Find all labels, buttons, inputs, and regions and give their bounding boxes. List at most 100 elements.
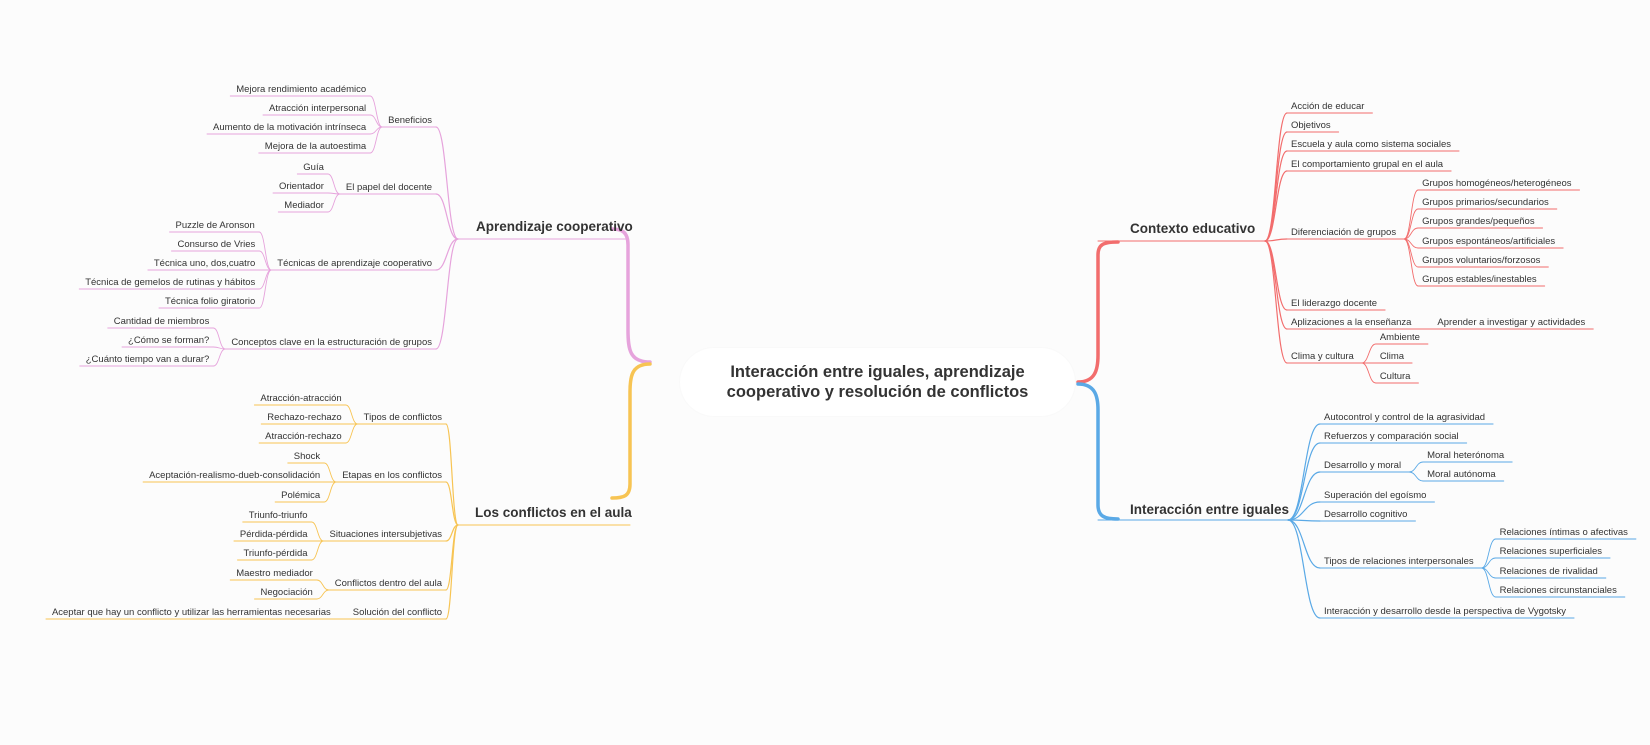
leaf-relaciones-3[interactable]: Relaciones circunstanciales: [1499, 585, 1617, 596]
leaf-etapas-2[interactable]: Polémica: [281, 490, 321, 501]
sub-comportamiento[interactable]: El comportamiento grupal en el aula: [1291, 159, 1444, 170]
trunk-contexto: [1076, 240, 1120, 384]
link-leaf-docente-2: [327, 193, 341, 213]
sub-dentro[interactable]: Conflictos dentro del aula: [334, 578, 442, 589]
link-sub-moral: [1287, 471, 1321, 521]
link-sub-refuerzos: [1287, 442, 1321, 521]
sub-beneficios[interactable]: Beneficios: [388, 115, 432, 126]
link-leaf-diferenciacion-1: [1403, 208, 1419, 240]
leaf-diferenciacion-3[interactable]: Grupos espontáneos/artificiales: [1422, 236, 1556, 247]
sub-autocontrol[interactable]: Autocontrol y control de la agrasividad: [1324, 412, 1486, 423]
leaf-relaciones-0[interactable]: Relaciones íntimas o afectivas: [1499, 527, 1628, 538]
sub-tecnicas[interactable]: Técnicas de aprendizaje cooperativo: [277, 258, 432, 269]
leaf-diferenciacion-4[interactable]: Grupos voluntarios/forzosos: [1422, 255, 1541, 266]
leaf-beneficios-1[interactable]: Atracción interpersonal: [269, 103, 367, 114]
sub-liderazgo[interactable]: El liderazgo docente: [1291, 298, 1378, 309]
leaf-relaciones-2[interactable]: Relaciones de rivalidad: [1499, 566, 1598, 577]
trunk-conflictos: [610, 362, 652, 500]
leaf-tecnicas-0[interactable]: Puzzle de Aronson: [175, 220, 255, 231]
sub-conceptos[interactable]: Conceptos clave en la estructuración de …: [231, 337, 432, 348]
leaf-conceptos-2[interactable]: ¿Cuánto tiempo van a durar?: [85, 354, 210, 365]
leaf-tecnicas-1[interactable]: Consurso de Vries: [177, 239, 256, 250]
leaf-etapas-1[interactable]: Aceptación-realismo-dueb-consolidación: [149, 470, 321, 481]
sub-objetivos[interactable]: Objetivos: [1291, 120, 1331, 131]
leaf-docente-1[interactable]: Orientador: [279, 181, 324, 192]
leaf-beneficios-2[interactable]: Aumento de la motivación intrínseca: [213, 122, 367, 133]
leaf-tecnicas-4[interactable]: Técnica folio giratorio: [164, 296, 256, 307]
leaf-beneficios-3[interactable]: Mejora de la autoestima: [264, 141, 367, 152]
sub-docente[interactable]: El papel del docente: [345, 182, 432, 193]
leaf-tipos-1[interactable]: Rechazo-rechazo: [267, 412, 342, 423]
link-leaf-diferenciacion-2: [1403, 227, 1419, 240]
leaf-moral-1[interactable]: Moral autónoma: [1427, 469, 1496, 480]
link-sub-etapas: [445, 481, 459, 526]
link-sub-diferenciacion: [1264, 238, 1288, 242]
sub-moral[interactable]: Desarrollo y moral: [1324, 460, 1402, 471]
leaf-situaciones-0[interactable]: Triunfo-triunfo: [248, 510, 308, 521]
leaf-conceptos-0[interactable]: Cantidad de miembros: [113, 316, 210, 327]
link-sub-beneficios: [435, 126, 459, 240]
leaf-beneficios-0[interactable]: Mejora rendimiento académico: [236, 84, 367, 95]
leaf-clima-0[interactable]: Ambiente: [1379, 332, 1420, 343]
sub-etapas[interactable]: Etapas en los conflictos: [342, 470, 442, 481]
leaf-docente-2[interactable]: Mediador: [284, 200, 324, 211]
branch-aprendizaje-cooperativo[interactable]: Aprendizaje cooperativo: [476, 219, 633, 234]
sub-accion[interactable]: Acción de educar: [1291, 101, 1365, 112]
link-leaf-tipos-2: [345, 423, 359, 444]
leaf-conceptos-1[interactable]: ¿Cómo se forman?: [128, 335, 210, 346]
leaf-dentro-1[interactable]: Negociación: [260, 587, 313, 598]
leaf-diferenciacion-0[interactable]: Grupos homogéneos/heterogéneos: [1422, 178, 1572, 189]
link-leaf-conceptos-2: [212, 348, 226, 367]
link-leaf-moral-0: [1408, 461, 1424, 473]
link-leaf-relaciones-1: [1481, 557, 1497, 569]
branch-conflictos-aula[interactable]: Los conflictos en el aula: [475, 505, 632, 520]
sub-clima[interactable]: Clima y cultura: [1291, 351, 1354, 362]
leaf-relaciones-1[interactable]: Relaciones superficiales: [1499, 546, 1603, 557]
link-leaf-clima-2: [1361, 362, 1377, 384]
sub-cognitivo[interactable]: Desarrollo cognitivo: [1324, 509, 1408, 520]
link-leaf-conceptos-0: [212, 327, 226, 350]
leaf-diferenciacion-5[interactable]: Grupos estables/inestables: [1422, 274, 1537, 285]
link-sub-objetivos: [1264, 131, 1288, 242]
branch-contexto-educativo[interactable]: Contexto educativo: [1130, 221, 1256, 236]
link-leaf-dentro-1: [316, 589, 330, 600]
sub-situaciones[interactable]: Situaciones intersubjetivas: [329, 529, 442, 540]
link-leaf-etapas-2: [323, 481, 337, 503]
sub-tipos[interactable]: Tipos de conflictos: [363, 412, 442, 423]
sub-solucion[interactable]: Solución del conflicto: [352, 607, 442, 618]
link-leaf-tecnicas-4: [258, 269, 272, 309]
leaf-clima-2[interactable]: Cultura: [1379, 371, 1411, 382]
leaf-aplicaciones-0[interactable]: Aprender a investigar y actividades: [1437, 317, 1586, 328]
sub-escuela[interactable]: Escuela y aula como sistema sociales: [1291, 139, 1451, 150]
leaf-situaciones-2[interactable]: Triunfo-pérdida: [243, 548, 308, 559]
sub-vygotsky[interactable]: Interacción y desarrollo desde la perspe…: [1324, 606, 1567, 617]
sub-egoismo[interactable]: Superación del egoísmo: [1324, 490, 1427, 501]
leaf-tecnicas-3[interactable]: Técnica de gemelos de rutinas y hábitos: [85, 277, 256, 288]
branch-interaccion-iguales[interactable]: Interacción entre iguales: [1130, 502, 1290, 517]
leaf-diferenciacion-2[interactable]: Grupos grandes/pequeños: [1422, 216, 1535, 227]
leaf-tipos-2[interactable]: Atracción-rechazo: [265, 431, 342, 442]
sub-diferenciacion[interactable]: Diferenciación de grupos: [1291, 227, 1397, 238]
link-leaf-beneficios-1: [369, 114, 383, 128]
leaf-diferenciacion-1[interactable]: Grupos primarios/secundarios: [1422, 197, 1549, 208]
sub-aplicaciones[interactable]: Aplizaciones a la enseñanza: [1291, 317, 1412, 328]
link-leaf-relaciones-3: [1481, 567, 1497, 598]
leaf-moral-0[interactable]: Moral heterónoma: [1427, 450, 1505, 461]
sub-refuerzos[interactable]: Refuerzos y comparación social: [1324, 431, 1459, 442]
central-topic[interactable]: Interacción entre iguales, aprendizaje c…: [680, 348, 1075, 416]
leaf-etapas-0[interactable]: Shock: [293, 451, 321, 462]
link-leaf-beneficios-3: [369, 126, 383, 154]
link-leaf-docente-0: [327, 173, 341, 195]
leaf-clima-1[interactable]: Clima: [1379, 351, 1405, 362]
sub-relaciones[interactable]: Tipos de relaciones interpersonales: [1324, 556, 1474, 567]
leaf-docente-0[interactable]: Guía: [303, 162, 324, 173]
leaf-tipos-0[interactable]: Atracción-atracción: [260, 393, 342, 404]
leaf-dentro-0[interactable]: Maestro mediador: [236, 568, 313, 579]
leaf-situaciones-1[interactable]: Pérdida-pérdida: [239, 529, 308, 540]
leaf-solucion-0[interactable]: Aceptar que hay un conflicto y utilizar …: [51, 607, 331, 618]
leaf-tecnicas-2[interactable]: Técnica uno, dos,cuatro: [153, 258, 256, 269]
link-leaf-etapas-0: [323, 462, 337, 483]
trunk-interaccion: [1076, 382, 1120, 521]
